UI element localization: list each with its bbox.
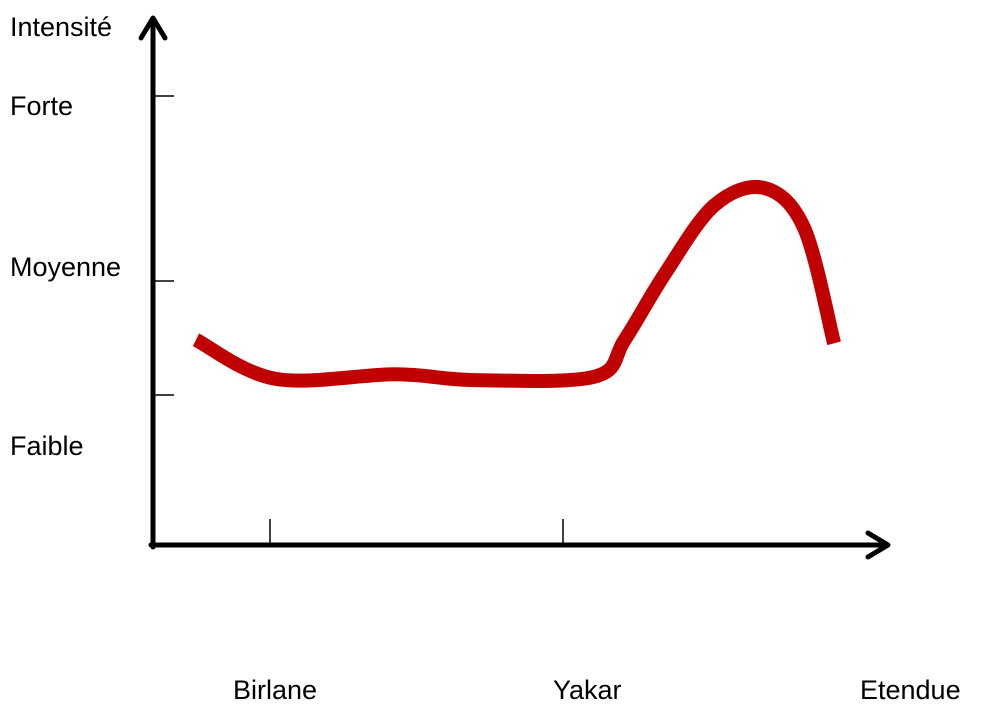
series-line-0: [192, 180, 841, 388]
y-level-forte: Forte: [10, 91, 74, 121]
y-axis-arrowhead: [138, 15, 168, 41]
x-axis-label: Etendue: [860, 675, 961, 705]
axes: [138, 15, 891, 560]
y-level-moyenne: Moyenne: [10, 252, 122, 282]
y-level-faible: Faible: [10, 431, 84, 461]
x-axis-arrowhead: [865, 530, 891, 560]
x-tick-label-yakar: Yakar: [553, 675, 622, 705]
series-marks: [192, 180, 841, 388]
y-axis-label: Intensité: [10, 12, 113, 42]
x-tick-label-birlane: Birlane: [233, 675, 318, 705]
